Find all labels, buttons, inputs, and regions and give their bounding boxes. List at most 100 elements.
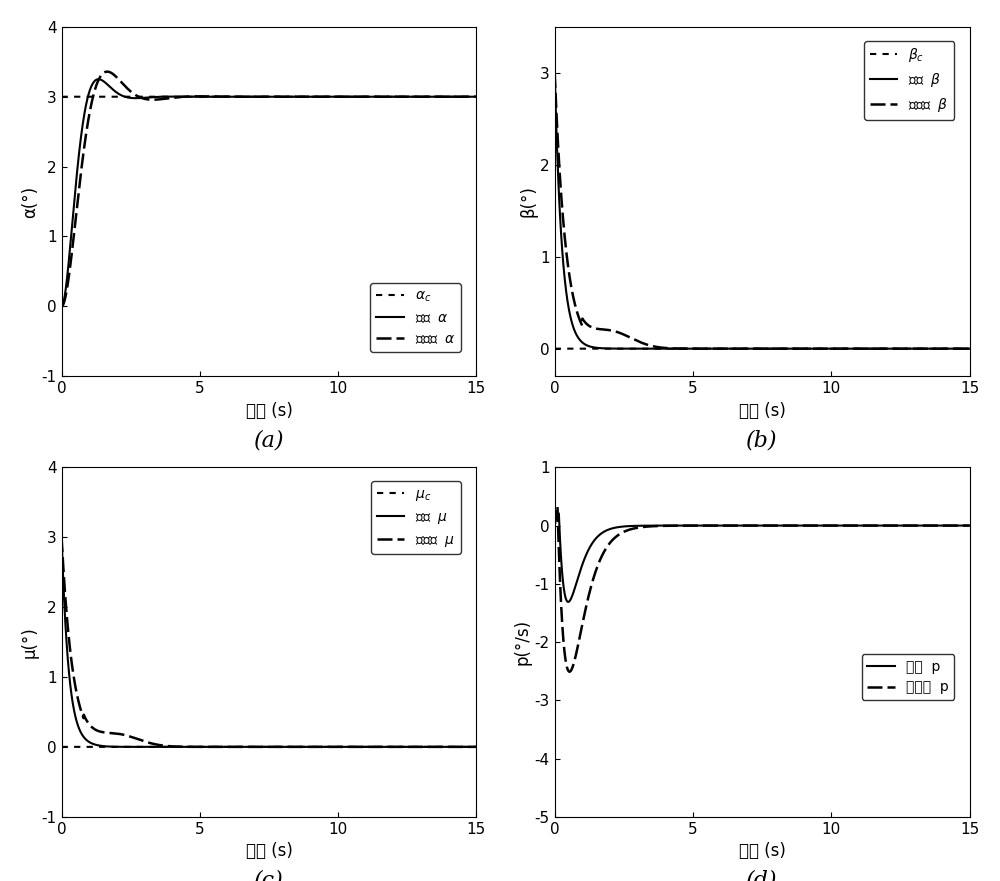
Legend: $\alpha_c$, 协调  $\alpha$, 未协调  $\alpha$: $\alpha_c$, 协调 $\alpha$, 未协调 $\alpha$ bbox=[370, 284, 461, 352]
未协调  $\alpha$ bbox=[128, 88, 140, 99]
未协调  p bbox=[551, 501, 563, 512]
协调  p bbox=[911, 521, 923, 531]
$\alpha_c$ bbox=[56, 92, 68, 102]
未协调  $\beta$ bbox=[955, 344, 967, 354]
协调  $\alpha$ bbox=[93, 74, 105, 85]
协调  $\alpha$ bbox=[103, 81, 115, 92]
Legend: 协调  p, 未协调  p: 协调 p, 未协调 p bbox=[862, 654, 954, 700]
Text: (a): (a) bbox=[254, 429, 284, 451]
协调  $\mu$ bbox=[164, 742, 176, 752]
未协调  $\mu$ bbox=[215, 742, 227, 752]
Line: 未协调  p: 未协调 p bbox=[555, 507, 970, 671]
未协调  p bbox=[621, 525, 633, 536]
协调  $\alpha$ bbox=[233, 92, 245, 102]
协调  $\alpha$ bbox=[128, 93, 140, 103]
Text: (d): (d) bbox=[746, 870, 778, 881]
Line: 协调  $\beta$: 协调 $\beta$ bbox=[555, 73, 970, 349]
未协调  $\beta$ bbox=[708, 344, 720, 354]
未协调  $\beta$ bbox=[549, 68, 561, 78]
协调  $\mu$ bbox=[233, 742, 245, 752]
X-axis label: 时间 (s): 时间 (s) bbox=[246, 842, 292, 860]
Line: 未协调  $\mu$: 未协调 $\mu$ bbox=[62, 537, 476, 747]
$\alpha_c$ bbox=[233, 92, 245, 102]
协调  $\beta$ bbox=[596, 343, 608, 353]
未协调  p bbox=[564, 666, 576, 677]
Line: 未协调  $\beta$: 未协调 $\beta$ bbox=[555, 73, 970, 349]
X-axis label: 时间 (s): 时间 (s) bbox=[246, 402, 292, 419]
未协调  p bbox=[708, 521, 720, 531]
$\alpha_c$ bbox=[215, 92, 227, 102]
未协调  $\mu$ bbox=[462, 742, 474, 752]
协调  p bbox=[956, 521, 968, 531]
协调  p bbox=[964, 521, 976, 531]
未协调  $\beta$ bbox=[596, 324, 608, 335]
$\alpha_c$ bbox=[418, 92, 430, 102]
协调  $\alpha$ bbox=[462, 92, 474, 102]
协调  $\mu$ bbox=[215, 742, 227, 752]
$\alpha_c$ bbox=[462, 92, 474, 102]
协调  $\beta$ bbox=[911, 344, 923, 354]
协调  $\alpha$ bbox=[215, 92, 227, 102]
未协调  p bbox=[549, 521, 561, 531]
协调  $\mu$ bbox=[103, 741, 115, 751]
$\mu_c$ bbox=[470, 742, 482, 752]
Y-axis label: μ(°): μ(°) bbox=[21, 626, 39, 658]
未协调  $\alpha$ bbox=[215, 92, 227, 102]
未协调  $\beta$ bbox=[621, 330, 633, 341]
协调  $\mu$ bbox=[470, 742, 482, 752]
Line: 未协调  $\alpha$: 未协调 $\alpha$ bbox=[62, 71, 476, 307]
协调  $\alpha$ bbox=[418, 92, 430, 102]
$\mu_c$ bbox=[418, 742, 430, 752]
未协调  $\alpha$ bbox=[470, 92, 482, 102]
未协调  $\mu$ bbox=[233, 742, 245, 752]
Y-axis label: β(°): β(°) bbox=[519, 186, 537, 218]
$\alpha_c$ bbox=[128, 92, 140, 102]
未协调  p bbox=[964, 521, 976, 531]
$\mu_c$ bbox=[462, 742, 474, 752]
未协调  $\mu$ bbox=[103, 728, 115, 738]
未协调  $\beta$ bbox=[726, 344, 738, 354]
未协调  $\mu$ bbox=[56, 532, 68, 543]
协调  $\beta$ bbox=[726, 344, 738, 354]
Line: 协调  p: 协调 p bbox=[555, 514, 970, 602]
协调  $\alpha$ bbox=[470, 92, 482, 102]
协调  $\beta$ bbox=[708, 344, 720, 354]
$\alpha_c$ bbox=[470, 92, 482, 102]
协调  $\mu$ bbox=[128, 742, 140, 752]
Line: 协调  $\alpha$: 协调 $\alpha$ bbox=[62, 79, 476, 307]
未协调  $\alpha$ bbox=[101, 66, 113, 77]
$\beta_c$ bbox=[621, 344, 633, 354]
未协调  $\alpha$ bbox=[103, 67, 115, 78]
协调  $\beta$ bbox=[549, 68, 561, 78]
未协调  $\mu$ bbox=[470, 742, 482, 752]
$\beta_c$ bbox=[955, 344, 967, 354]
$\mu_c$ bbox=[128, 742, 140, 752]
X-axis label: 时间 (s): 时间 (s) bbox=[739, 842, 786, 860]
协调  $\beta$ bbox=[621, 344, 633, 354]
$\mu_c$ bbox=[56, 742, 68, 752]
$\beta_c$ bbox=[708, 344, 720, 354]
$\alpha_c$ bbox=[103, 92, 115, 102]
未协调  $\beta$ bbox=[964, 344, 976, 354]
未协调  p bbox=[596, 550, 608, 560]
未协调  $\mu$ bbox=[128, 732, 140, 743]
未协调  p bbox=[726, 521, 738, 531]
$\beta_c$ bbox=[596, 344, 608, 354]
协调  $\mu$ bbox=[418, 742, 430, 752]
Text: (c): (c) bbox=[254, 870, 284, 881]
协调  p bbox=[621, 521, 633, 531]
Text: (b): (b) bbox=[746, 429, 778, 451]
未协调  $\alpha$ bbox=[56, 301, 68, 312]
协调  $\beta$ bbox=[964, 344, 976, 354]
Legend: $\beta_c$, 协调  $\beta$, 未协调  $\beta$: $\beta_c$, 协调 $\beta$, 未协调 $\beta$ bbox=[864, 41, 954, 120]
Legend: $\mu_c$, 协调  $\mu$, 未协调  $\mu$: $\mu_c$, 协调 $\mu$, 未协调 $\mu$ bbox=[371, 481, 461, 554]
Y-axis label: p(°/s): p(°/s) bbox=[514, 619, 532, 665]
协调  p bbox=[562, 596, 574, 607]
未协调  $\beta$ bbox=[911, 344, 923, 354]
$\mu_c$ bbox=[233, 742, 245, 752]
协调  p bbox=[596, 528, 608, 538]
未协调  $\alpha$ bbox=[418, 92, 430, 102]
$\mu_c$ bbox=[103, 742, 115, 752]
Y-axis label: α(°): α(°) bbox=[21, 186, 39, 218]
未协调  p bbox=[956, 521, 968, 531]
